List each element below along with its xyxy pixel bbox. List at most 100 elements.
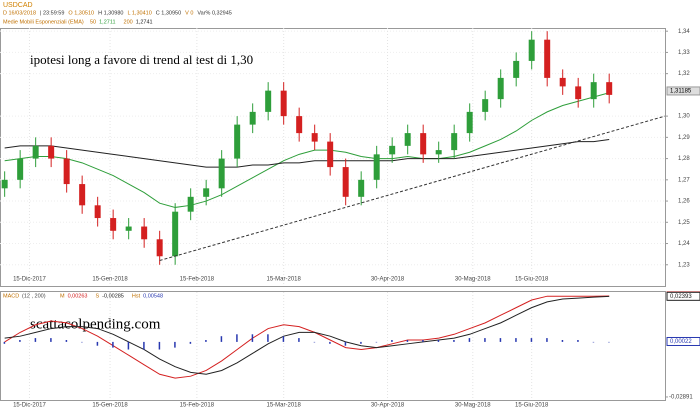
price-frame — [0, 28, 666, 287]
candle-body — [482, 99, 489, 112]
x-tick-label: 15-Feb-2018 — [180, 403, 215, 409]
candle-body — [1, 179, 8, 189]
histogram-bar — [158, 341, 161, 350]
candle-body — [559, 77, 566, 87]
y-tick-label: -0,02891 — [669, 395, 693, 401]
histogram-bar — [546, 338, 548, 342]
candle-body — [79, 184, 86, 206]
histogram-bar — [205, 340, 207, 342]
histogram-bar — [592, 341, 595, 343]
candle-body — [141, 226, 148, 240]
candle-body — [590, 82, 597, 100]
candle-body — [544, 39, 551, 78]
y-tick-label: 1,25 — [678, 220, 690, 226]
ema-line — [4, 138, 610, 168]
indicator: Medie Mobili Esponenziali (EMA) — [3, 19, 84, 25]
histogram-bar — [143, 341, 145, 350]
histogram-bar — [236, 334, 238, 342]
x-tick-label: 30-Mag-2018 — [455, 403, 491, 409]
candle-body — [497, 77, 504, 100]
info-item: H 1,30980 — [98, 10, 123, 16]
candle-body — [451, 133, 458, 151]
histogram-bar — [577, 340, 579, 342]
candle-body — [265, 90, 272, 112]
legend-value: 1,2741 — [136, 19, 153, 25]
last-value-box — [666, 291, 700, 301]
y-tick-label: 1,26 — [678, 199, 690, 205]
y-tick-label: 1,33 — [678, 50, 690, 56]
histogram-bar — [422, 340, 424, 342]
symbol: USDCAD — [3, 2, 33, 9]
histogram-bar — [608, 341, 610, 343]
info-item: | 23:59:59 — [40, 10, 64, 16]
candle-body — [125, 226, 132, 231]
y-tick-label: 1,32 — [678, 71, 690, 77]
info-item: D 16/03/2018 — [3, 10, 36, 16]
histogram-bar — [329, 341, 331, 344]
y-tick-label: 1,30 — [678, 114, 690, 120]
candle-body — [528, 39, 535, 61]
info-item: C 1,30950 — [156, 10, 181, 16]
candle-body — [172, 211, 179, 257]
histogram-bar — [112, 341, 114, 348]
candle-body — [203, 188, 210, 197]
histogram-bar — [174, 341, 176, 348]
x-tick-label: 30-Apr-2018 — [371, 403, 405, 409]
candle-body — [156, 239, 163, 257]
legend-value: 1,2711 — [99, 19, 115, 25]
macd-frame — [0, 291, 666, 401]
candle-body — [94, 205, 101, 219]
histogram-bar — [437, 340, 440, 342]
x-tick-label: 15-Dic-2017 — [13, 403, 46, 409]
x-tick-label: 15-Gen-2018 — [92, 403, 128, 409]
x-tick-label: 30-Apr-2018 — [371, 277, 405, 283]
candle-body — [63, 158, 70, 185]
ema-line — [4, 92, 610, 208]
histogram-bar — [3, 341, 6, 344]
info-item: L 1,30410 — [127, 10, 151, 16]
histogram-bar — [453, 340, 455, 342]
candle-body — [466, 111, 473, 134]
histogram-bar — [313, 341, 316, 343]
legend-name: Hst — [132, 293, 141, 299]
histogram-bar — [484, 338, 486, 342]
trendline — [159, 115, 666, 261]
last-value-label: 0,02393 — [670, 294, 692, 300]
candle-body — [327, 141, 334, 168]
legend-name: M — [60, 293, 65, 299]
histogram-bar — [499, 338, 502, 342]
candle-body — [311, 133, 318, 142]
y-tick-label: 1,34 — [678, 29, 690, 35]
legend-name: 50 — [90, 19, 96, 25]
candle-body — [280, 90, 287, 117]
last-value-box — [666, 336, 700, 346]
histogram-bar — [375, 341, 378, 343]
histogram-bar — [344, 341, 347, 346]
macd-line — [4, 295, 610, 379]
candle-body — [187, 196, 194, 212]
histogram-bar — [468, 338, 471, 342]
legend-value: 0,00548 — [143, 293, 163, 299]
candle-body — [342, 167, 349, 197]
histogram-bar — [251, 334, 254, 342]
x-tick-label: 30-Mag-2018 — [455, 277, 491, 283]
annotation: scattacolpending.com — [30, 316, 161, 332]
last-value-label: 0,00022 — [670, 339, 692, 345]
legend-name: S — [95, 293, 99, 299]
macd-line — [4, 295, 610, 375]
legend-name: 200 — [124, 19, 133, 25]
y-tick-label: 1,28 — [678, 156, 690, 162]
candle-body — [358, 179, 365, 197]
candle-body — [389, 145, 396, 155]
x-tick-label: 15-Feb-2018 — [180, 277, 215, 283]
candle-body — [218, 158, 225, 189]
histogram-bar — [81, 341, 83, 343]
candle-body — [32, 145, 39, 159]
histogram-bar — [561, 340, 564, 342]
x-tick-label: 15-Giu-2018 — [515, 277, 549, 283]
legend-value: -0,00285 — [102, 293, 124, 299]
x-tick-label: 15-Mar-2018 — [266, 277, 301, 283]
histogram-bar — [189, 341, 192, 344]
